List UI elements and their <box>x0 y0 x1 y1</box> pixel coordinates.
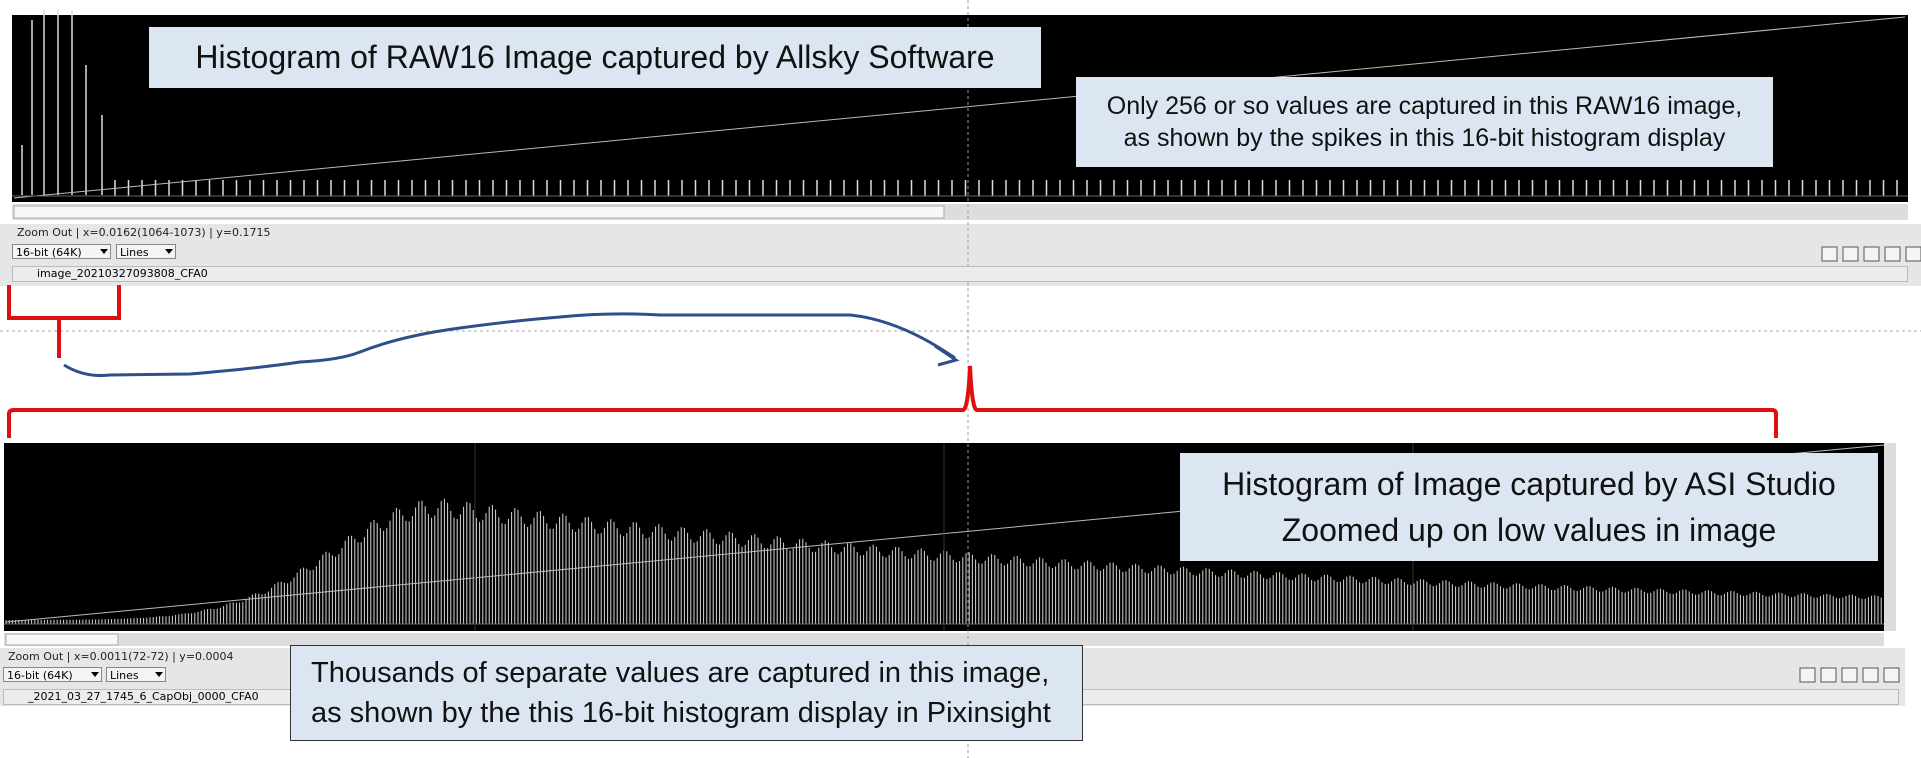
tool-icon[interactable] <box>1820 667 1837 683</box>
title-line: Zoomed up on low values in image <box>1281 512 1777 548</box>
arrow-head <box>934 344 960 367</box>
mode-dropdown[interactable]: Lines <box>116 244 176 259</box>
scroll-thumb[interactable] <box>5 633 119 646</box>
note-line: as shown by the this 16-bit histogram di… <box>311 697 1051 729</box>
tool-icon[interactable] <box>1905 246 1921 262</box>
title-box: Histogram of Image captured by ASI Studi… <box>1180 453 1878 561</box>
v-scrollbar[interactable] <box>1884 443 1896 631</box>
tool-icon[interactable] <box>1799 667 1816 683</box>
mode-dropdown[interactable]: Lines <box>106 667 166 682</box>
scroll-thumb[interactable] <box>13 205 945 219</box>
bit-depth-dropdown[interactable]: 16-bit (64K) <box>12 244 111 259</box>
red-bracket <box>7 285 121 358</box>
note-line: as shown by the spikes in this 16-bit hi… <box>1123 124 1726 152</box>
note-box: Thousands of separate values are capture… <box>290 645 1083 741</box>
note-line: Thousands of separate values are capture… <box>311 657 1050 689</box>
tool-icon[interactable] <box>1883 667 1900 683</box>
cumulative-line <box>13 16 1906 199</box>
title-box: Histogram of RAW16 Image captured by All… <box>149 27 1041 88</box>
tool-icon[interactable] <box>1884 246 1901 262</box>
tool-icon[interactable] <box>1821 246 1838 262</box>
scrollbar[interactable] <box>4 633 1884 646</box>
title-line: Histogram of Image captured by ASI Studi… <box>1222 466 1836 502</box>
note-line: Only 256 or so values are captured in th… <box>1106 92 1743 120</box>
title-text: Histogram of RAW16 Image captured by All… <box>195 39 995 75</box>
note-box: Only 256 or so values are captured in th… <box>1076 77 1773 167</box>
status-line: Zoom Out | x=0.0162(1064-1073) | y=0.171… <box>17 226 271 239</box>
tool-icon[interactable] <box>1842 246 1859 262</box>
tool-icon[interactable] <box>1841 667 1858 683</box>
filename-bar: image_20210327093808_CFA0 <box>12 266 1908 282</box>
histogram-spikes <box>21 10 1898 196</box>
status-line: Zoom Out | x=0.0011(72-72) | y=0.0004 <box>8 650 234 663</box>
bit-depth-dropdown[interactable]: 16-bit (64K) <box>3 667 102 682</box>
arrow-curve <box>63 312 956 377</box>
red-bracket <box>7 365 1778 438</box>
tool-icon[interactable] <box>1863 246 1880 262</box>
tool-icon[interactable] <box>1862 667 1879 683</box>
